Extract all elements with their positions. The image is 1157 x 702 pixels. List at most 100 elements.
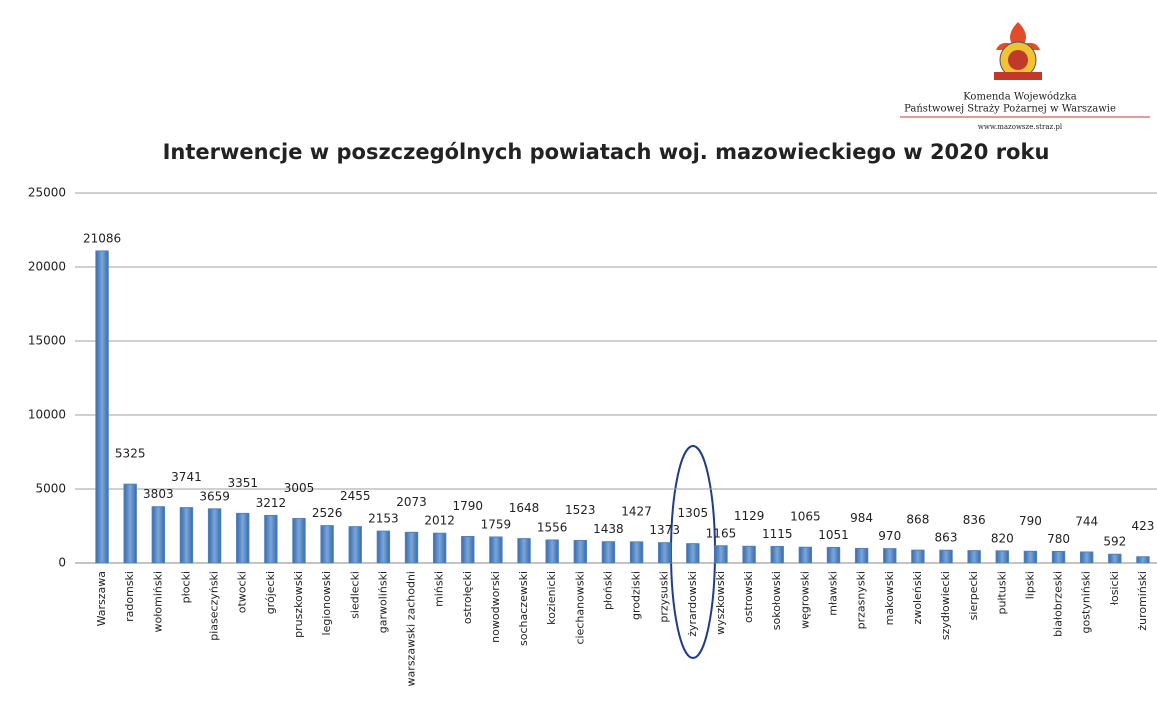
data-label: 863 [935, 531, 958, 545]
bar [1024, 551, 1036, 563]
y-tick-label: 5000 [35, 482, 66, 496]
bar [799, 547, 811, 563]
data-label: 592 [1103, 535, 1126, 549]
bar [518, 539, 530, 563]
bar [96, 251, 108, 563]
y-tick-label: 20000 [28, 260, 66, 274]
x-tick-label: mławski [826, 571, 839, 616]
bar [490, 537, 502, 563]
x-tick-label: grodziski [630, 571, 643, 620]
x-tick-label: gostyniński [1080, 571, 1093, 633]
x-tick-label: płoński [601, 571, 614, 610]
x-tick-label: garwoliński [376, 571, 389, 633]
x-tick-label: miński [433, 571, 446, 607]
x-tick-label: sokołowski [770, 571, 783, 630]
y-tick-label: 0 [58, 556, 66, 570]
logo [994, 22, 1042, 80]
x-tick-label: kozienicki [545, 571, 558, 625]
bar [1052, 551, 1064, 563]
bar [574, 540, 586, 563]
data-label: 2012 [424, 514, 455, 528]
data-label: 3351 [227, 476, 258, 490]
data-label: 3659 [199, 489, 230, 503]
x-tick-label: przysuski [658, 571, 671, 623]
x-tick-label: żyrardowski [686, 571, 699, 637]
data-label: 780 [1047, 532, 1070, 546]
chart: Komenda Wojewódzka Państwowej Straży Poż… [0, 0, 1157, 702]
data-label: 1165 [706, 526, 737, 540]
data-label: 2526 [312, 506, 343, 520]
x-tick-label: ostrowski [742, 571, 755, 623]
data-label: 1427 [621, 504, 652, 518]
data-label: 868 [906, 513, 929, 527]
bar [630, 542, 642, 563]
data-label: 2153 [368, 512, 399, 526]
bar [462, 537, 474, 563]
bar [546, 540, 558, 563]
data-label: 1759 [481, 517, 512, 531]
bar [715, 546, 727, 563]
data-label: 3803 [143, 487, 174, 501]
org-line: Komenda Wojewódzka [963, 92, 1077, 103]
x-tick-label: Warszawa [95, 571, 108, 626]
x-tick-label: białobrzeski [1052, 571, 1065, 637]
bar [884, 549, 896, 563]
x-tick-label: ciechanowski [573, 571, 586, 645]
x-tick-label: sochaczewski [517, 571, 530, 646]
bar [180, 508, 192, 563]
data-label: 1648 [509, 501, 540, 515]
data-label: 1065 [790, 510, 821, 524]
data-label: 744 [1075, 514, 1098, 528]
bar [1080, 552, 1092, 563]
bar [1137, 557, 1149, 563]
x-tick-label: piaseczyński [208, 571, 221, 641]
x-tick-label: przasnyski [855, 571, 868, 629]
data-label: 984 [850, 511, 873, 525]
data-label: 1556 [537, 520, 568, 534]
bar [827, 547, 839, 563]
bar [293, 519, 305, 563]
bar [152, 507, 164, 563]
data-label: 3005 [284, 481, 315, 495]
data-label: 5325 [115, 447, 146, 461]
x-tick-label: makowski [883, 571, 896, 625]
x-tick-label: węgrowski [798, 571, 811, 629]
bar [124, 484, 136, 563]
y-tick-label: 15000 [28, 334, 66, 348]
x-tick-label: pruszkowski [292, 571, 305, 638]
x-tick-label: radomski [123, 571, 136, 622]
data-label: 3212 [256, 496, 287, 510]
bar [659, 543, 671, 563]
x-tick-label: zwoleński [911, 571, 924, 624]
data-label: 1373 [649, 523, 680, 537]
x-tick-label: lipski [1023, 571, 1036, 599]
bar [687, 544, 699, 563]
chart-title: Interwencje w poszczególnych powiatach w… [163, 140, 1050, 164]
x-tick-label: warszawski zachodni [405, 571, 418, 686]
data-label: 1790 [453, 499, 484, 513]
bar [321, 526, 333, 563]
x-tick-label: wołomiński [151, 571, 164, 632]
data-label: 1305 [678, 506, 709, 520]
y-tick-label: 25000 [28, 186, 66, 200]
bar [771, 546, 783, 563]
x-tick-label: nowodworski [489, 571, 502, 643]
bar [433, 533, 445, 563]
data-label: 836 [963, 513, 986, 527]
x-tick-label: ostrołęcki [461, 571, 474, 624]
data-label: 1129 [734, 509, 765, 523]
data-label: 790 [1019, 514, 1042, 528]
data-label: 2073 [396, 495, 427, 509]
x-tick-label: szydłowiecki [939, 571, 952, 640]
data-label: 2455 [340, 489, 371, 503]
bar [940, 550, 952, 563]
data-label: 820 [991, 531, 1014, 545]
website: www.mazowsze.straz.pl [978, 123, 1063, 131]
x-tick-label: legionowski [320, 571, 333, 635]
data-label: 1115 [762, 527, 793, 541]
x-tick-label: wyszkowski [714, 571, 727, 635]
bar [349, 527, 361, 563]
x-tick-label: sierpecki [967, 571, 980, 620]
x-tick-label: siedlecki [348, 571, 361, 619]
x-tick-label: pułtuski [995, 571, 1008, 615]
